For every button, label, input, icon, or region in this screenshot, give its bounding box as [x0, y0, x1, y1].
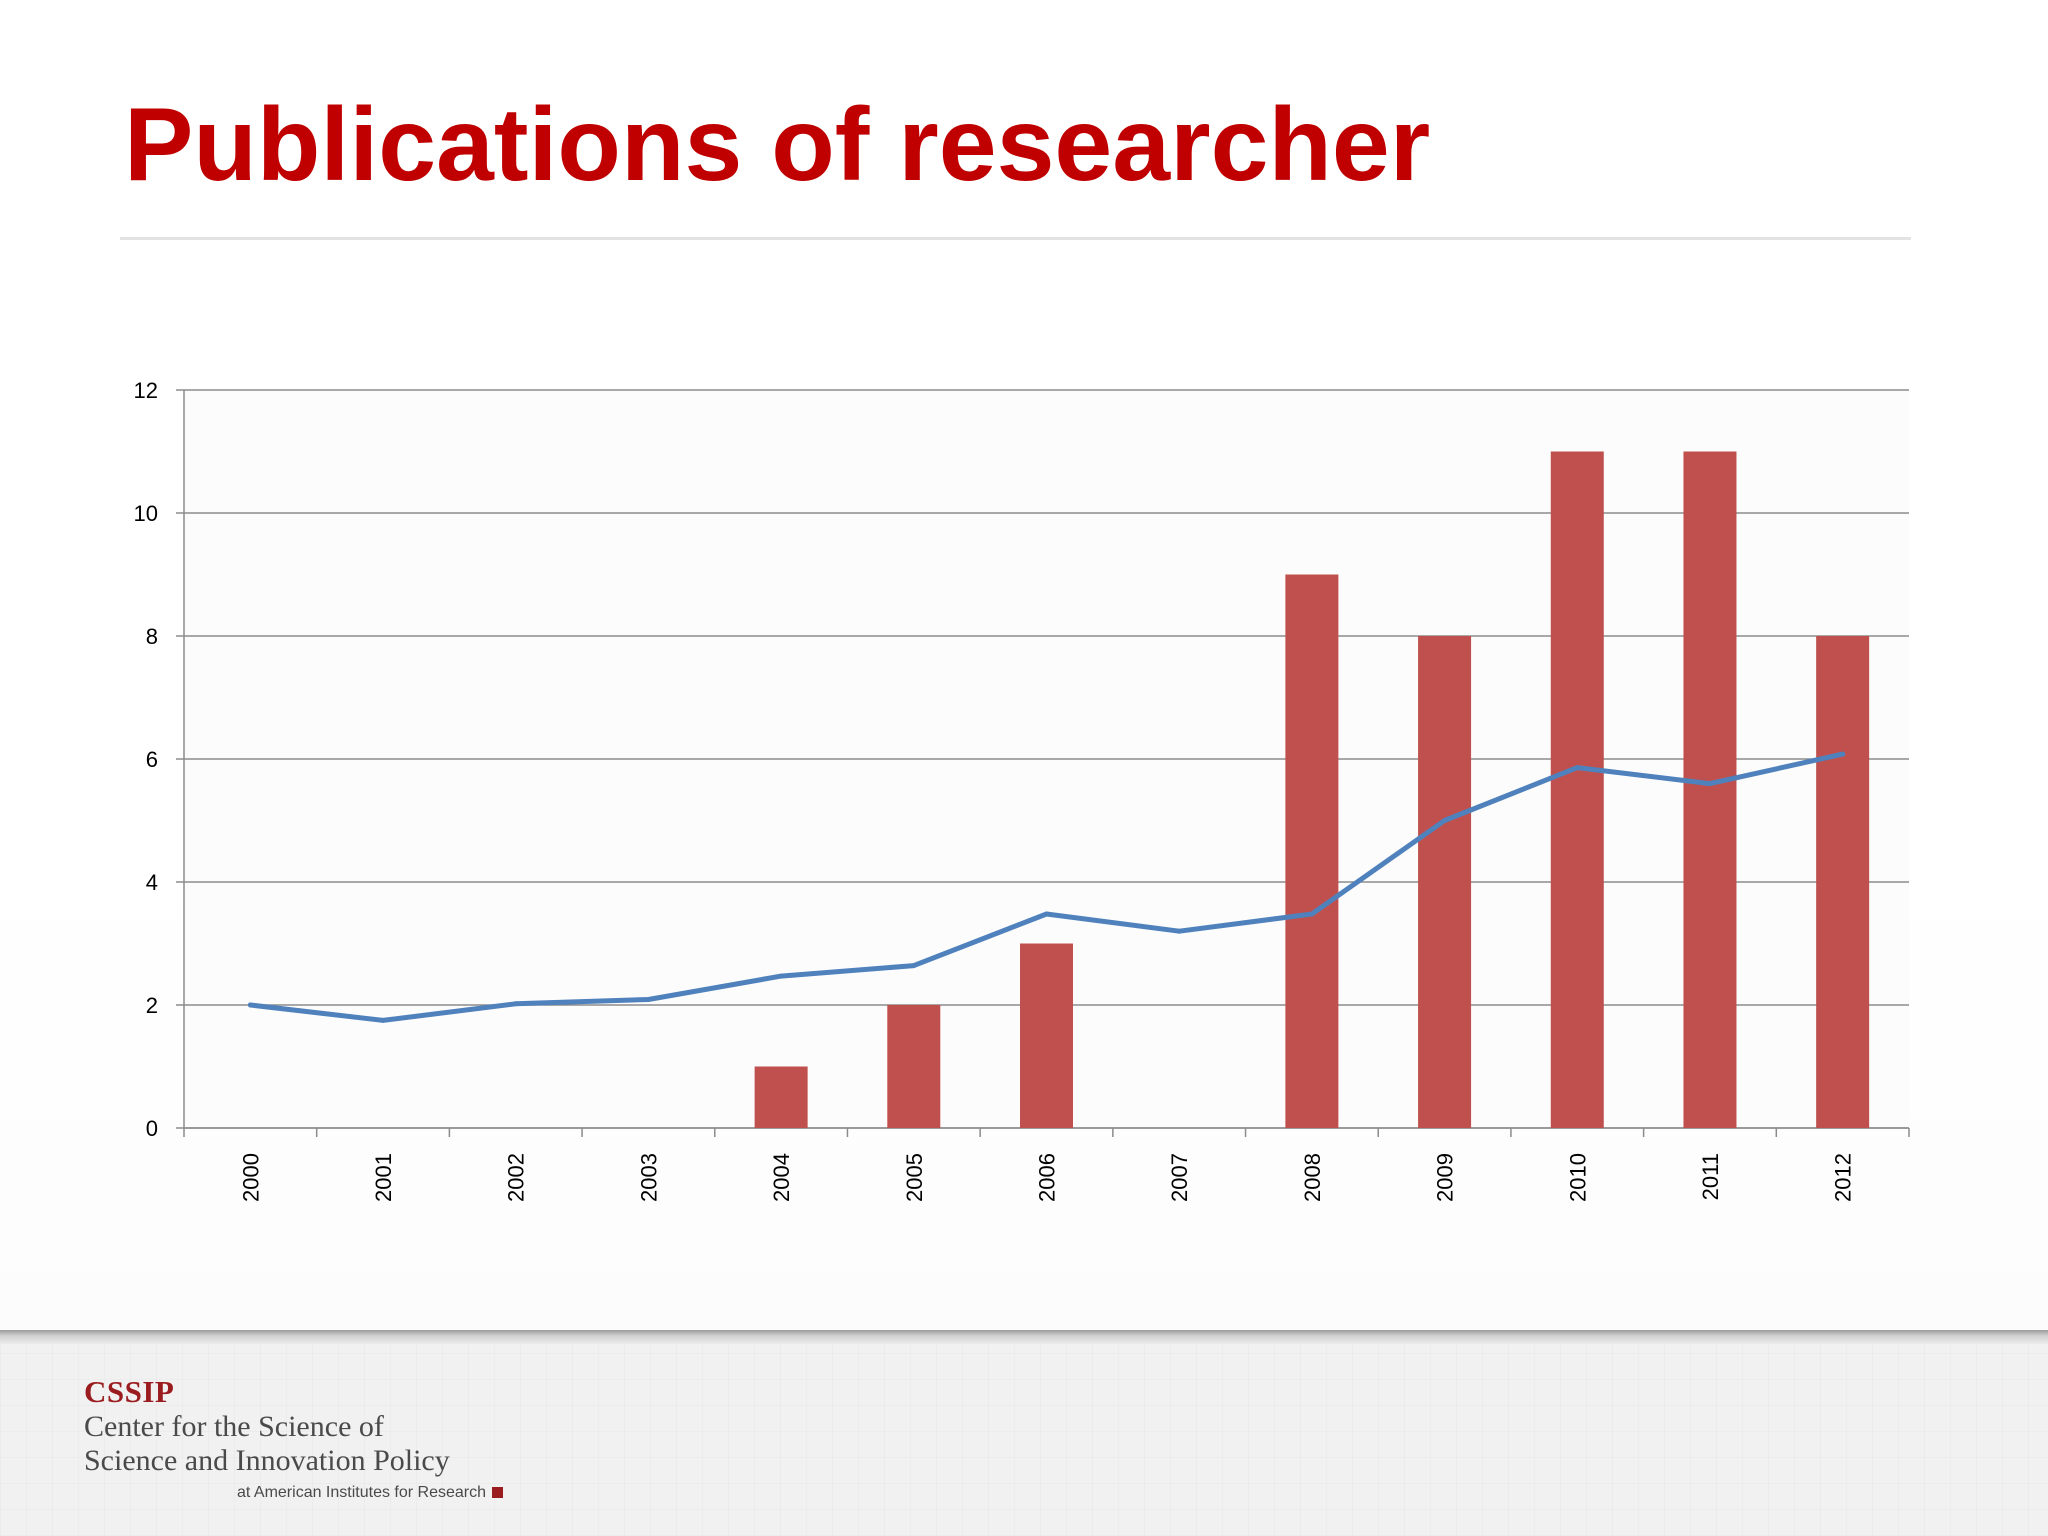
x-tick-label: 2012 [1831, 1153, 1856, 1202]
x-tick-label: 2002 [504, 1153, 529, 1202]
x-tick-label: 2010 [1565, 1153, 1590, 1202]
x-tick-label: 2009 [1433, 1153, 1458, 1202]
y-tick-label: 4 [146, 870, 158, 895]
cssip-logo: CSSIP Center for the Science of Science … [84, 1374, 450, 1478]
x-tick-label: 2006 [1035, 1153, 1060, 1202]
bar-2010 [1550, 451, 1604, 1128]
footer-divider [0, 1330, 2048, 1344]
trend-point-2006 [1044, 911, 1049, 917]
trend-point-2009 [1442, 818, 1448, 823]
trend-point-2011 [1707, 781, 1713, 787]
publications-chart: 0 2 4 6 8 10 12 2000 2001 2002 2003 2004 2005 2006 200… [134, 378, 1910, 1202]
logo-line-2: Science and Innovation Policy [84, 1444, 450, 1477]
y-tick-label: 10 [134, 501, 158, 526]
x-tick-label: 2000 [238, 1153, 263, 1202]
y-tick-label: 2 [146, 993, 158, 1018]
trend-point-2005 [911, 963, 917, 969]
trend-point-2012 [1840, 751, 1846, 757]
y-tick-label: 6 [146, 747, 158, 772]
title-divider [120, 237, 1911, 240]
bar-2011 [1683, 451, 1737, 1128]
bar-2012 [1816, 636, 1870, 1128]
logo-subline-text: at American Institutes for Research [237, 1484, 486, 1501]
x-tick-label: 2004 [769, 1153, 794, 1202]
trend-point-2007 [1176, 928, 1182, 934]
footer-band [0, 1330, 2048, 1536]
trend-point-2000 [247, 1002, 253, 1008]
bar-2004 [754, 1066, 808, 1128]
trend-point-2002 [513, 1001, 519, 1007]
y-tick-label: 8 [146, 624, 158, 649]
bar-2009 [1418, 636, 1472, 1128]
x-tick-label: 2005 [902, 1153, 927, 1202]
trend-point-2003 [645, 996, 651, 1002]
x-tick-label: 2011 [1698, 1153, 1723, 1200]
x-tick-label: 2001 [371, 1153, 396, 1202]
y-tick-label: 12 [134, 378, 158, 403]
logo-line-1: Center for the Science of [84, 1410, 384, 1443]
slide-title: Publications of researcher [124, 87, 1431, 203]
logo-subline: at American Institutes for Research [237, 1484, 503, 1502]
x-tick-label: 2008 [1300, 1153, 1325, 1202]
bar-2005 [887, 1005, 941, 1128]
trend-point-2001 [380, 1017, 386, 1023]
logo-acronym: CSSIP [84, 1374, 175, 1409]
trend-point-2004 [778, 973, 784, 979]
bar-2006 [1020, 943, 1073, 1128]
bar-2008 [1285, 574, 1339, 1128]
trend-point-2010 [1574, 765, 1580, 771]
trend-point-2008 [1309, 911, 1315, 917]
x-tick-label: 2007 [1167, 1153, 1192, 1202]
logo-square-icon [492, 1487, 503, 1498]
x-tick-label: 2003 [636, 1153, 661, 1202]
y-tick-label: 0 [146, 1116, 158, 1141]
